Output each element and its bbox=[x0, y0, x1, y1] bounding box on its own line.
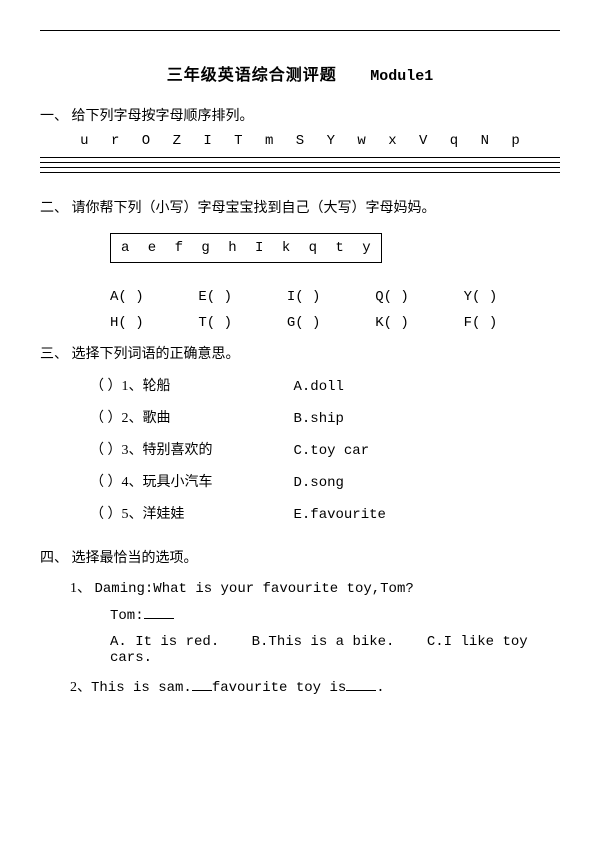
writing-lines bbox=[40, 157, 560, 177]
section2-row1: A( ) E( ) I( ) Q( ) Y( ) bbox=[110, 289, 560, 305]
q3-right: D.song bbox=[294, 475, 344, 491]
blank-underline bbox=[192, 679, 212, 691]
q4-num: 2、 bbox=[70, 680, 91, 695]
match-cell: Y( ) bbox=[464, 289, 544, 305]
title-row: 三年级英语综合测评题 Module1 bbox=[40, 61, 560, 85]
match-cell: A( ) bbox=[110, 289, 190, 305]
section2-row2: H( ) T( ) G( ) K( ) F( ) bbox=[110, 315, 560, 331]
q4-line1: Daming:What is your favourite toy,Tom? bbox=[95, 581, 414, 597]
title-cn: 三年级英语综合测评题 bbox=[167, 67, 337, 84]
q4-q1: 1、 Daming:What is your favourite toy,Tom… bbox=[70, 577, 560, 597]
q3-right: A.doll bbox=[294, 379, 344, 395]
match-cell: K( ) bbox=[375, 315, 455, 331]
q4-q1-opts: A. It is red. B.This is a bike. C.I like… bbox=[110, 634, 560, 666]
blank-underline bbox=[144, 607, 174, 619]
q4-num: 1、 bbox=[70, 581, 91, 596]
q3-left: （ ）3、特别喜欢的 bbox=[90, 439, 290, 459]
match-cell: G( ) bbox=[287, 315, 367, 331]
q3-right: B.ship bbox=[294, 411, 344, 427]
q3-left: （ ）5、洋娃娃 bbox=[90, 503, 290, 523]
q3-right: C.toy car bbox=[294, 443, 370, 459]
q3-left: （ ）2、歌曲 bbox=[90, 407, 290, 427]
blank-underline bbox=[346, 679, 376, 691]
match-cell: I( ) bbox=[287, 289, 367, 305]
match-cell: T( ) bbox=[198, 315, 278, 331]
section1-heading: 一、 给下列字母按字母顺序排列。 bbox=[40, 105, 560, 125]
section2-heading: 二、 请你帮下列（小写）字母宝宝找到自己（大写）字母妈妈。 bbox=[40, 197, 560, 217]
title-module: Module1 bbox=[370, 68, 433, 85]
q4-q2-suffix: . bbox=[376, 680, 384, 696]
q3-item: （ ）5、洋娃娃 E.favourite bbox=[90, 503, 560, 523]
q3-item: （ ）4、玩具小汽车 D.song bbox=[90, 471, 560, 491]
q4-q2: 2、This is sam. favourite toy is. bbox=[70, 676, 560, 696]
q3-item: （ ）1、轮船 A.doll bbox=[90, 375, 560, 395]
match-cell: E( ) bbox=[198, 289, 278, 305]
q3-item: （ ）2、歌曲 B.ship bbox=[90, 407, 560, 427]
q3-item: （ ）3、特别喜欢的 C.toy car bbox=[90, 439, 560, 459]
page-top-rule bbox=[40, 30, 560, 31]
q4-opt: B.This is a bike. bbox=[252, 634, 395, 650]
q3-right: E.favourite bbox=[294, 507, 386, 523]
match-cell: H( ) bbox=[110, 315, 190, 331]
q4-opt: A. It is red. bbox=[110, 634, 219, 650]
section1-letters: u r O Z I T m S Y w x V q N p bbox=[40, 133, 560, 149]
q4-q1-line2: Tom: bbox=[110, 607, 560, 624]
match-cell: F( ) bbox=[464, 315, 544, 331]
q4-q2-mid: favourite toy is bbox=[212, 680, 346, 696]
section4-heading: 四、 选择最恰当的选项。 bbox=[40, 547, 560, 567]
q3-left: （ ）4、玩具小汽车 bbox=[90, 471, 290, 491]
match-cell: Q( ) bbox=[375, 289, 455, 305]
q3-left: （ ）1、轮船 bbox=[90, 375, 290, 395]
q4-q2-prefix: This is sam. bbox=[91, 680, 192, 696]
section2-letter-box: a e f g h I k q t y bbox=[110, 233, 382, 263]
section3-heading: 三、 选择下列词语的正确意思。 bbox=[40, 343, 560, 363]
q4-tom-prefix: Tom: bbox=[110, 608, 144, 624]
